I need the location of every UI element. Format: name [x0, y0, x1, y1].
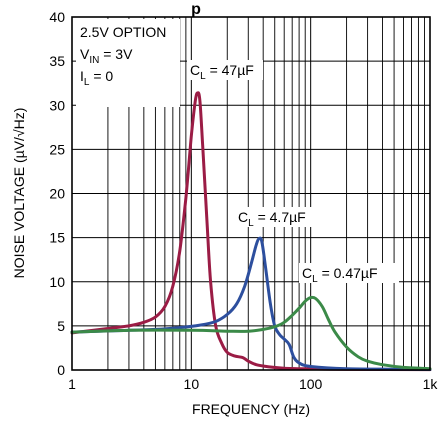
conditions-box-background — [76, 19, 180, 107]
y-tick-label: 15 — [49, 230, 65, 246]
plot-frame — [71, 16, 431, 371]
condition-vin: VIN = 3V — [80, 46, 133, 66]
curves — [70, 91, 432, 372]
x-tick-label: 1k — [423, 376, 439, 392]
chart-title-fragment: p — [191, 1, 201, 18]
y-tick-label: 0 — [57, 362, 65, 378]
series-label-backgrounds — [187, 60, 399, 283]
condition-il: IL = 0 — [80, 68, 113, 88]
x-tick-label: 10 — [184, 376, 200, 392]
y-tick-label: 35 — [49, 53, 65, 69]
y-tick-label: 40 — [49, 9, 65, 25]
y-tick-label: 25 — [49, 141, 65, 157]
series-label-0-47uf: CL = 0.47µF — [302, 265, 378, 285]
x-tick-label: 1 — [68, 376, 76, 392]
condition-option: 2.5V OPTION — [80, 24, 166, 40]
series-label-4-7uf: CL = 4.7µF — [238, 209, 306, 229]
y-axis-title: NOISE VOLTAGE (µV/√Hz) — [11, 108, 27, 279]
series-label-bg-0 — [187, 60, 263, 80]
series-label-bg-1 — [235, 207, 317, 227]
series-line-1 — [70, 236, 432, 371]
x-axis-title: FREQUENCY (Hz) — [192, 401, 310, 417]
series-label-bg-2 — [299, 263, 399, 283]
y-tick-label: 10 — [49, 274, 65, 290]
series-line-2 — [70, 295, 432, 371]
x-tick-label: 100 — [299, 376, 323, 392]
tick-labels: 1 10 100 1k 0 5 10 15 20 25 30 35 40 — [49, 9, 438, 392]
y-tick-label: 20 — [49, 186, 65, 202]
series-label-47uf: CL = 47µF — [190, 62, 254, 82]
y-tick-label: 30 — [49, 97, 65, 113]
y-tick-label: 5 — [57, 318, 65, 334]
series-line-0 — [70, 91, 432, 372]
